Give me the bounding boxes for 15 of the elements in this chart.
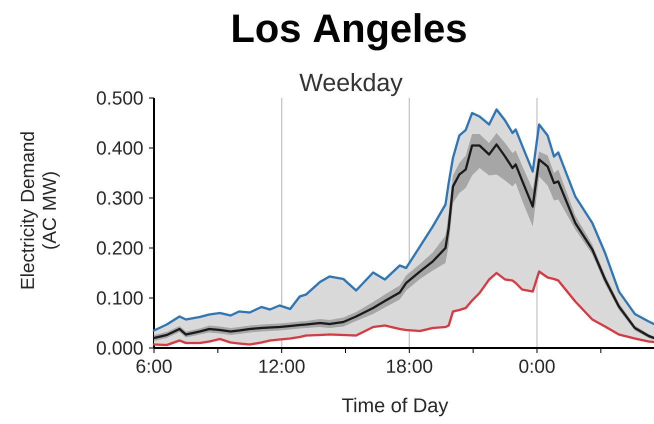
y-tick-label: 0.200 (96, 241, 143, 255)
y-tick-label: 0.100 (96, 291, 143, 305)
y-tick-label: 0.400 (96, 141, 143, 155)
y-axis-title: Electricity Demand (AC MW) (20, 132, 60, 288)
x-tick-label: 0:00 (519, 360, 555, 373)
y-tick-label: 0.500 (96, 91, 143, 105)
line-series (152, 270, 654, 346)
chart-title: Los Angeles (233, 13, 466, 50)
x-axis-title: Time of Day (342, 398, 448, 416)
x-tick-label: 18:00 (387, 360, 432, 373)
x-tick-label: 6:00 (136, 360, 172, 373)
x-tick-label: 12:00 (259, 360, 305, 373)
chart-subtitle: Weekday (299, 72, 403, 96)
y-tick-label: 0.300 (96, 191, 143, 205)
y-tick-label: 0.000 (96, 341, 143, 355)
